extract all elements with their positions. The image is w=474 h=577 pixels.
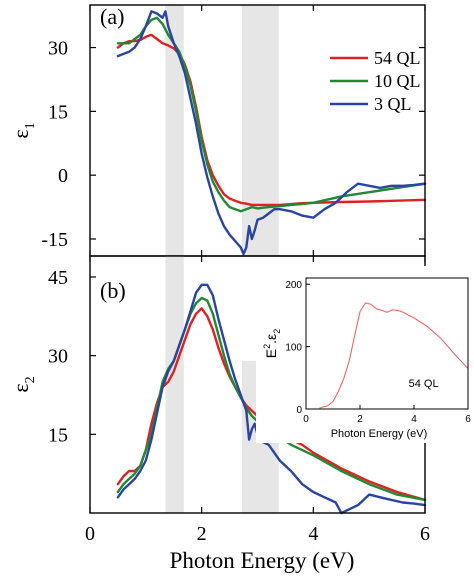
panel-b-y-axis-label-main: ε <box>8 383 33 392</box>
y-tick-label: -15 <box>41 229 68 251</box>
panel-a-y-axis-label-main: ε <box>8 129 33 138</box>
inset-y-tick-label: 200 <box>285 280 302 291</box>
y-tick-label: 30 <box>48 346 68 368</box>
inset-x-tick-label: 6 <box>465 414 471 425</box>
series-line-3-ql <box>116 10 427 256</box>
panel-a-shaded-region <box>241 5 279 256</box>
inset-x-tick-label: 0 <box>303 414 309 425</box>
inset-y-axis-label-sub: 2 <box>272 329 282 334</box>
y-tick-label: 45 <box>48 267 68 289</box>
y-tick-label: 0 <box>58 165 68 187</box>
panel-a-series-lines <box>116 10 427 256</box>
inset-y-axis-label-sup: 2 <box>262 344 272 349</box>
x-tick-label: 2 <box>197 523 207 545</box>
panel-b-shaded-region <box>165 256 184 513</box>
inset-y-axis-label-rest: .ε <box>263 334 279 344</box>
inset-x-axis-label: Photon Energy (eV) <box>331 428 428 440</box>
inset-y-tick-label: 100 <box>285 343 302 354</box>
legend-label: 10 QL <box>374 71 421 91</box>
inset-background <box>256 266 474 443</box>
panel-a-y-axis-label: ε1 <box>8 122 38 138</box>
series-line-10-ql <box>116 296 427 502</box>
series-line-3-ql <box>116 283 427 515</box>
x-tick-label: 0 <box>85 523 95 545</box>
inset-y-tick-label: 0 <box>296 405 302 416</box>
panel-a-shaded-regions <box>165 5 279 256</box>
inset-frame <box>305 277 469 410</box>
series-line-10-ql <box>116 16 427 213</box>
legend-label: 3 QL <box>374 94 412 114</box>
panel-b-y-axis-label: ε2 <box>8 376 38 392</box>
inset-ticks: 200 100 00 2 4 6 <box>285 280 471 425</box>
panel-a-ticks: 30 15 0 -15 <box>41 5 426 256</box>
inset-x-tick-label: 4 <box>411 414 417 425</box>
panel-a-y-axis-label-sub: 1 <box>23 122 38 129</box>
inset-series-line <box>319 302 469 409</box>
legend-label: 54 QL <box>374 48 421 68</box>
panel-b-label: (b) <box>100 278 126 303</box>
inset-y-axis-label-main: E <box>263 349 279 358</box>
inset-x-tick-label: 2 <box>357 414 363 425</box>
y-tick-label: 15 <box>48 101 68 123</box>
panel-a-shaded-region <box>165 5 184 256</box>
inset-y-axis-label: E2.ε2 <box>262 329 282 359</box>
inset-annotation: 54 QL <box>409 378 439 390</box>
legend: 54 QL 10 QL 3 QL <box>330 48 421 114</box>
x-tick-label: 4 <box>308 523 318 545</box>
inset-series-lines <box>319 302 469 409</box>
panel-a-label: (a) <box>100 4 124 29</box>
panel-a: 30 15 0 -15 (a) ε1 54 QL 10 QL 3 QL <box>8 4 427 257</box>
y-tick-label: 30 <box>48 38 68 60</box>
y-tick-label: 15 <box>48 424 68 446</box>
panel-b-y-axis-label-sub: 2 <box>23 376 38 383</box>
panel-b-x-axis-label: Photon Energy (eV) <box>170 548 355 573</box>
x-tick-label: 6 <box>420 523 430 545</box>
